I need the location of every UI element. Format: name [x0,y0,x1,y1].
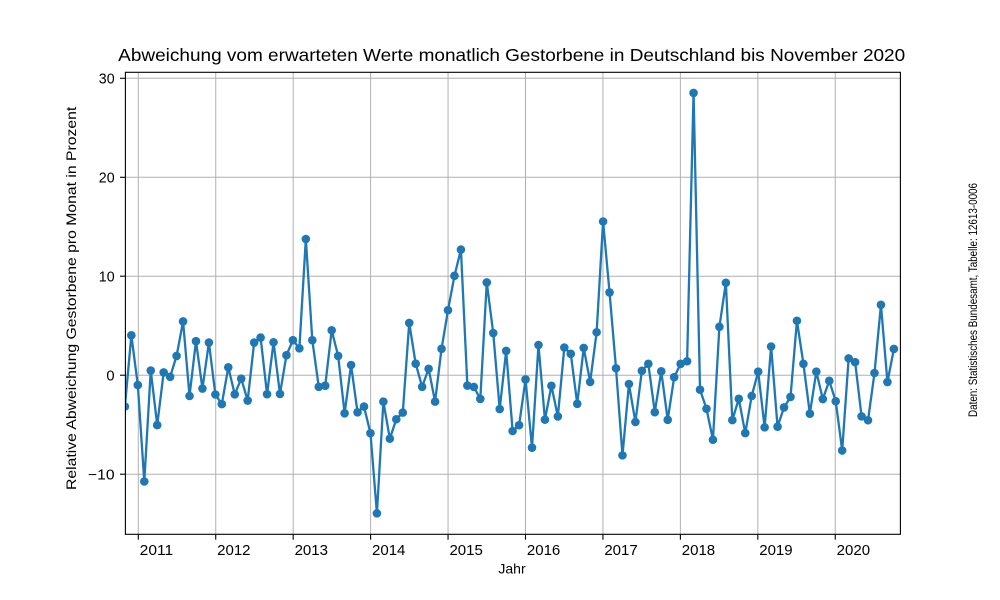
svg-text:−10: −10 [88,467,115,483]
svg-text:2015: 2015 [449,543,482,559]
svg-text:2011: 2011 [140,543,173,559]
svg-text:Jahr: Jahr [498,561,526,577]
svg-text:2018: 2018 [682,543,715,559]
svg-text:Abweichung vom erwarteten Wert: Abweichung vom erwarteten Werte monatlic… [118,45,905,65]
svg-text:10: 10 [99,269,115,285]
svg-text:Relative Abweichung Gestorbene: Relative Abweichung Gestorbene pro Monat… [63,107,79,490]
svg-text:2020: 2020 [837,543,870,559]
svg-text:30: 30 [99,72,115,88]
svg-text:2013: 2013 [295,543,328,559]
svg-text:0: 0 [106,368,114,384]
svg-text:2019: 2019 [759,543,792,559]
svg-text:Daten: Statistisches Bundesamt: Daten: Statistisches Bundesamt, Tabelle:… [968,183,980,417]
svg-text:2016: 2016 [527,543,560,559]
svg-text:2014: 2014 [372,543,405,559]
svg-text:20: 20 [99,171,115,187]
svg-text:2012: 2012 [217,543,250,559]
svg-text:2017: 2017 [604,543,637,559]
